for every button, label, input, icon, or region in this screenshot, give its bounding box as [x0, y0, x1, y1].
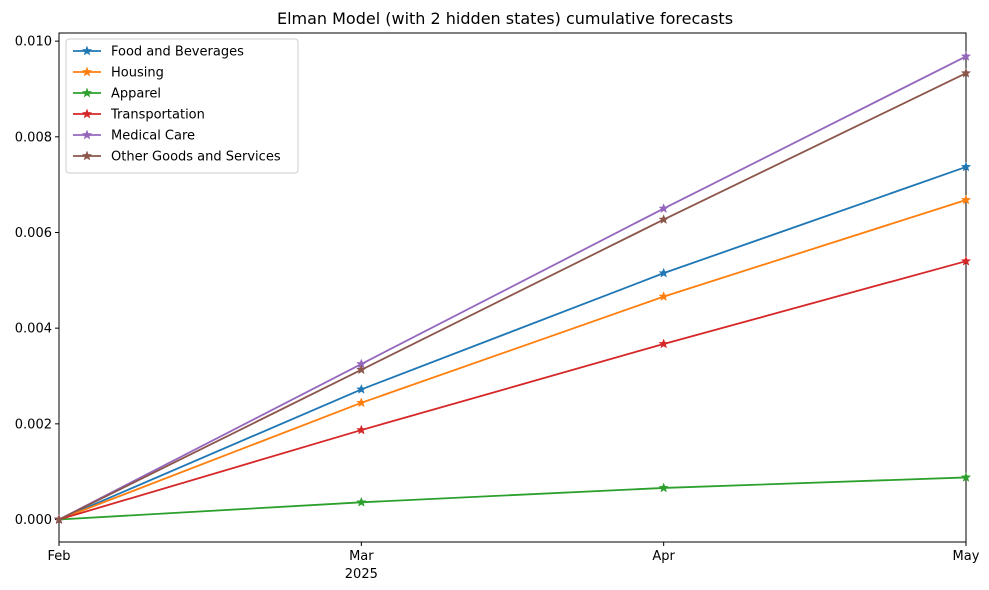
x-tick-label: Mar [349, 549, 374, 564]
series-point [960, 471, 972, 482]
y-tick-label: 0.004 [15, 322, 52, 337]
legend-label: Medical Care [111, 129, 195, 144]
series-point [658, 338, 669, 349]
x-tick-label: May [953, 549, 980, 564]
series-point [960, 67, 972, 78]
legend-marker [81, 45, 93, 56]
series-point [960, 161, 972, 172]
series-point [658, 203, 669, 214]
legend-label: Other Goods and Services [111, 150, 281, 165]
legend-marker [81, 87, 93, 98]
legend-marker [81, 150, 93, 161]
series-line [58, 199, 967, 521]
legend-label: Transportation [110, 108, 205, 123]
x-tick-label: Feb [47, 549, 70, 564]
legend-marker [81, 66, 93, 77]
series-point [658, 291, 669, 302]
series-line [58, 166, 967, 521]
plot-area: 0.000 0.002 0.004 0.006 0.008 0.010 Feb Mar Apr M… [15, 32, 980, 582]
series-line [58, 72, 967, 521]
legend-marker [81, 108, 93, 119]
series-point [658, 214, 669, 225]
y-tick-label: 0.008 [15, 130, 52, 145]
y-tick-label: 0.000 [15, 513, 52, 528]
y-tick-label: 0.002 [15, 417, 52, 432]
legend-label: Apparel [111, 87, 161, 102]
x-tick-label: Apr [652, 549, 675, 564]
series-point [960, 50, 972, 61]
legend-label: Food and Beverages [111, 45, 244, 60]
series-line [58, 55, 967, 521]
series-point [356, 364, 367, 375]
legend-box [65, 38, 299, 174]
chart-title: Elman Model (with 2 hidden states) cumul… [277, 9, 733, 28]
axes-frame [58, 32, 967, 543]
series-point [356, 496, 367, 507]
x-year-label: 2025 [345, 567, 378, 582]
legend-marker [81, 129, 93, 140]
series-point [356, 383, 367, 394]
series-line [58, 476, 967, 521]
series-point [960, 255, 972, 266]
series-point [960, 194, 972, 205]
series-point [53, 514, 65, 524]
series-point [356, 424, 367, 435]
y-tick-label: 0.010 [15, 35, 52, 50]
legend-label: Housing [111, 66, 164, 81]
series-point [658, 267, 669, 278]
series-line [58, 260, 967, 521]
series-point [356, 397, 367, 408]
y-tick-label: 0.006 [15, 226, 52, 241]
series-point [658, 482, 669, 493]
